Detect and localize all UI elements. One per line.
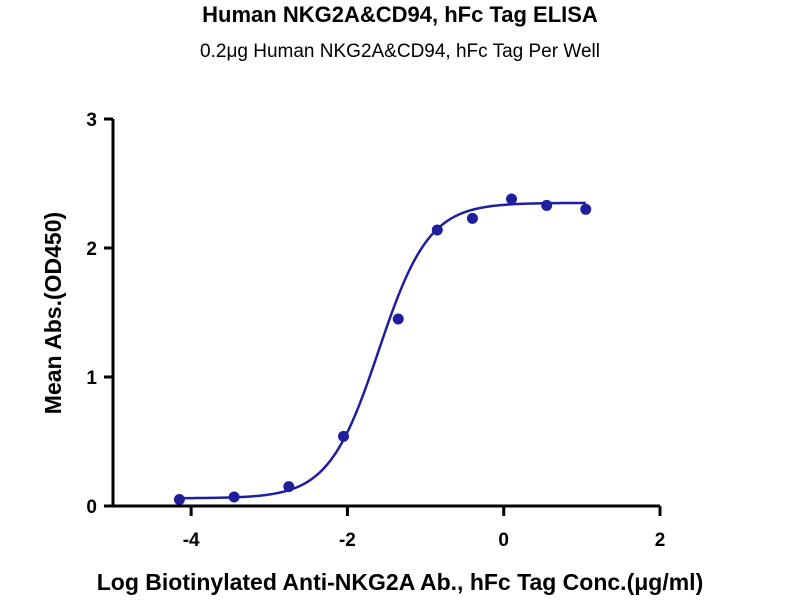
chart-title: Human NKG2A&CD94, hFc Tag ELISA [202,2,598,27]
fit-curve [179,201,586,500]
data-point [338,430,350,442]
data-points-layer [173,193,592,506]
data-point [392,313,404,325]
fit-curve-layer [179,201,586,500]
data-point [228,491,240,503]
x-axis-title: Log Biotinylated Anti-NKG2A Ab., hFc Tag… [97,569,704,595]
data-point [283,481,295,493]
data-point [431,224,443,236]
x-tick-label: 2 [655,530,666,551]
data-point [506,193,518,205]
chart-subtitle: 0.2μg Human NKG2A&CD94, hFc Tag Per Well [200,41,600,62]
y-axis-title: Mean Abs.(OD450) [40,212,66,414]
x-tick-label: -2 [339,530,356,551]
data-point [173,494,185,506]
x-tick-label: -4 [183,530,200,551]
y-axis-ticks: 0 1 2 3 [86,110,113,518]
y-tick-label: 1 [86,368,97,389]
y-tick-label: 2 [86,239,97,260]
x-axis-ticks: -4 -2 0 2 [183,506,666,551]
data-point [541,199,553,211]
y-tick-label: 3 [86,110,97,131]
x-tick-label: 0 [498,530,509,551]
data-point [466,212,478,224]
y-tick-label: 0 [86,497,97,518]
data-point [580,203,592,215]
